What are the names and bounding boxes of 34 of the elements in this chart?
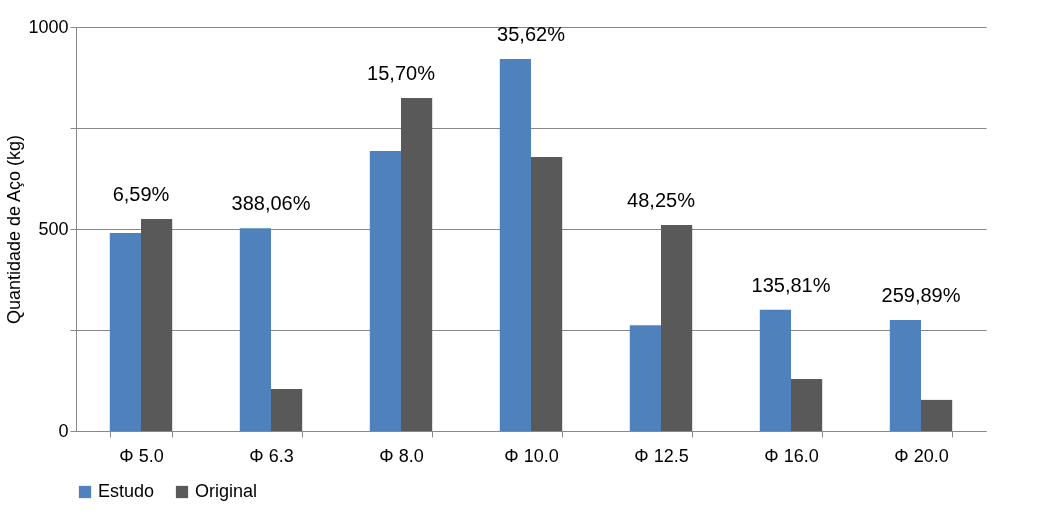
x-tick-label: Φ 6.3 xyxy=(249,445,294,466)
x-tick-label: Φ 8.0 xyxy=(379,445,424,466)
bar xyxy=(889,319,921,431)
annotation: 15,70% xyxy=(367,62,436,85)
bar xyxy=(921,399,953,431)
bar xyxy=(661,224,693,431)
annotation: 48,25% xyxy=(627,188,696,211)
x-tick-label: Φ 10.0 xyxy=(504,445,559,466)
bar xyxy=(629,325,661,431)
bar xyxy=(791,378,823,431)
annotation: 259,89% xyxy=(881,283,961,306)
annotation: 6,59% xyxy=(112,182,170,205)
x-tick-label: Φ 12.5 xyxy=(634,445,689,466)
y-tick-label: 0 xyxy=(58,420,69,441)
y-tick-label: 500 xyxy=(38,218,69,239)
x-tick-label: Φ 16.0 xyxy=(764,445,819,466)
annotation: 388,06% xyxy=(231,192,311,215)
y-axis-title: Quantidade de Aço (kg) xyxy=(4,134,25,325)
bar xyxy=(141,218,173,431)
bar xyxy=(271,388,303,431)
legend-label: Original xyxy=(195,481,258,501)
y-tick-label: 1000 xyxy=(28,16,69,37)
bar xyxy=(109,233,141,431)
bar xyxy=(401,98,433,431)
bar xyxy=(531,157,563,431)
legend-label: Estudo xyxy=(98,481,155,501)
bar xyxy=(759,309,791,431)
bar xyxy=(239,228,271,431)
x-tick-label: Φ 5.0 xyxy=(119,445,164,466)
x-tick-label: Φ 20.0 xyxy=(894,445,949,466)
bar xyxy=(369,151,401,431)
annotation: 35,62% xyxy=(497,22,566,45)
bar xyxy=(499,58,531,431)
annotation: 135,81% xyxy=(751,273,831,296)
